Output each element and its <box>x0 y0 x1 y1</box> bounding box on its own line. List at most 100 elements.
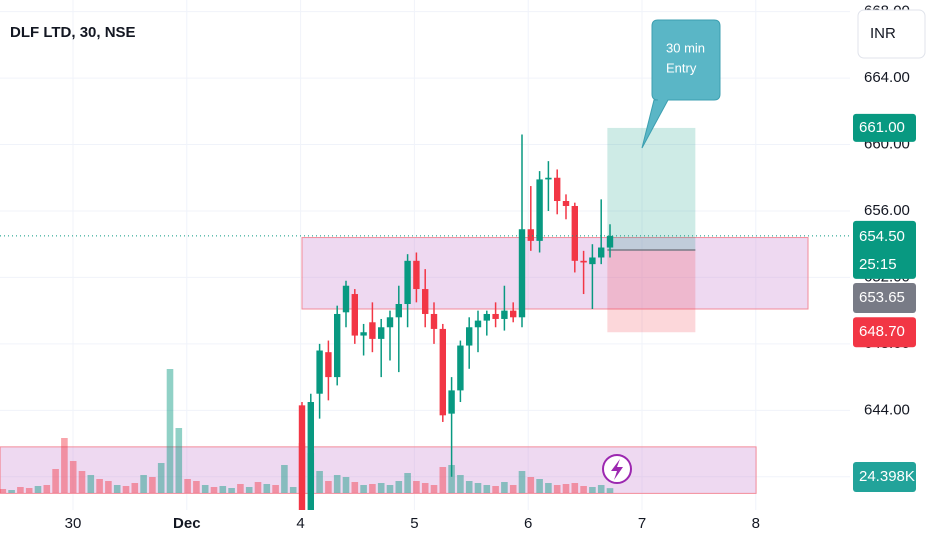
volume-bar <box>545 483 552 493</box>
currency-button[interactable] <box>857 9 926 59</box>
candle-body <box>369 322 376 339</box>
volume-bar <box>360 485 367 493</box>
volume-bar <box>386 485 394 493</box>
candle-body <box>562 201 570 206</box>
volume-bar <box>474 483 482 493</box>
candle-body <box>413 260 420 290</box>
volume-bar <box>78 471 86 493</box>
candle-body <box>334 313 341 378</box>
candle-body <box>527 229 534 241</box>
volume-bar <box>430 485 438 493</box>
candle-body <box>545 177 552 180</box>
callout-shape <box>641 19 721 149</box>
candle-body <box>298 405 306 510</box>
candle-body <box>307 402 314 510</box>
volume-bar <box>580 486 587 493</box>
volume-bar <box>281 465 288 493</box>
candle-body <box>554 177 561 202</box>
candle-body <box>606 235 614 248</box>
volume-bar <box>553 485 561 493</box>
candle-body <box>571 205 578 261</box>
candle-body <box>430 313 438 329</box>
target-zone <box>607 127 696 251</box>
entry-label-box <box>853 283 916 313</box>
y-tick-label: 644.00 <box>864 401 910 418</box>
candle-body <box>466 327 473 346</box>
volume-bar <box>25 488 33 493</box>
candle-body <box>386 317 394 328</box>
volume-label: 24.398K <box>859 468 915 485</box>
volume-label-box <box>853 462 916 492</box>
volume-bar <box>228 488 235 493</box>
volume-bar <box>457 475 464 493</box>
alert-icon[interactable] <box>602 454 632 484</box>
volume-bar <box>325 481 332 493</box>
volume-bar <box>96 479 103 493</box>
volume-bar <box>527 477 535 493</box>
stop-label-box <box>853 317 916 348</box>
volume-bar <box>184 479 191 493</box>
volume-bar <box>69 461 77 493</box>
volume-bar <box>254 482 262 493</box>
stop-zone <box>607 250 696 333</box>
volume-bar <box>272 485 279 493</box>
volume-bar <box>597 485 605 493</box>
volume-bar <box>289 487 297 493</box>
candle-body <box>395 304 402 318</box>
x-tick-label: 7 <box>638 515 646 532</box>
volume-bar <box>210 487 218 493</box>
x-tick-label: 30 <box>65 515 82 532</box>
volume-bar <box>263 484 271 493</box>
volume-bar <box>413 481 420 493</box>
candle-body <box>483 313 490 321</box>
volume-bar <box>201 485 209 493</box>
volume-bar <box>131 483 139 493</box>
candle-body <box>510 310 517 318</box>
volume-bar <box>377 483 385 493</box>
candle-body <box>316 350 323 394</box>
price-axis: 640.00644.00648.00652.00656.00660.00664.… <box>853 3 916 492</box>
volume-bar <box>536 479 543 493</box>
volume-bar <box>105 481 112 493</box>
volume-bar <box>113 485 121 493</box>
callout-text: Entry <box>666 60 697 75</box>
candle-body <box>342 285 350 313</box>
volume-bar <box>316 471 323 493</box>
callout: 30 min Entry <box>641 19 721 149</box>
candle-body <box>439 328 446 416</box>
volume-bar <box>237 484 244 493</box>
candle-body <box>536 179 543 241</box>
volume-bar <box>448 465 455 493</box>
volume-bar <box>342 477 350 493</box>
candle-body <box>474 320 482 328</box>
volume-bar <box>61 438 68 493</box>
volume-bar <box>166 369 174 493</box>
x-tick-label: Dec <box>173 515 201 532</box>
last-price-box <box>853 220 916 279</box>
zone <box>301 237 809 310</box>
x-tick-label: 4 <box>296 515 304 532</box>
volume-bar <box>606 488 614 493</box>
volume-bar <box>157 463 165 493</box>
candle-body <box>448 390 455 414</box>
volume-bar <box>34 486 42 493</box>
currency-label[interactable]: INR <box>870 25 896 42</box>
stop-label: 648.70 <box>859 323 905 340</box>
y-tick-label: 664.00 <box>864 69 910 86</box>
volume-bar <box>149 477 156 493</box>
volume-bar <box>351 482 359 493</box>
volume-bar <box>395 481 403 493</box>
volume-bar <box>0 489 7 493</box>
volume-bar <box>175 428 183 493</box>
volume-bar <box>518 471 526 493</box>
candle-body <box>501 310 508 319</box>
callout-text: 30 min <box>666 40 705 55</box>
volume-bar <box>87 475 95 493</box>
volume-bar <box>571 483 579 493</box>
volume-bar <box>483 485 491 493</box>
volume-bar <box>122 486 130 493</box>
candle-body <box>360 332 367 336</box>
candle-body <box>457 345 464 391</box>
candle-body <box>580 260 587 263</box>
